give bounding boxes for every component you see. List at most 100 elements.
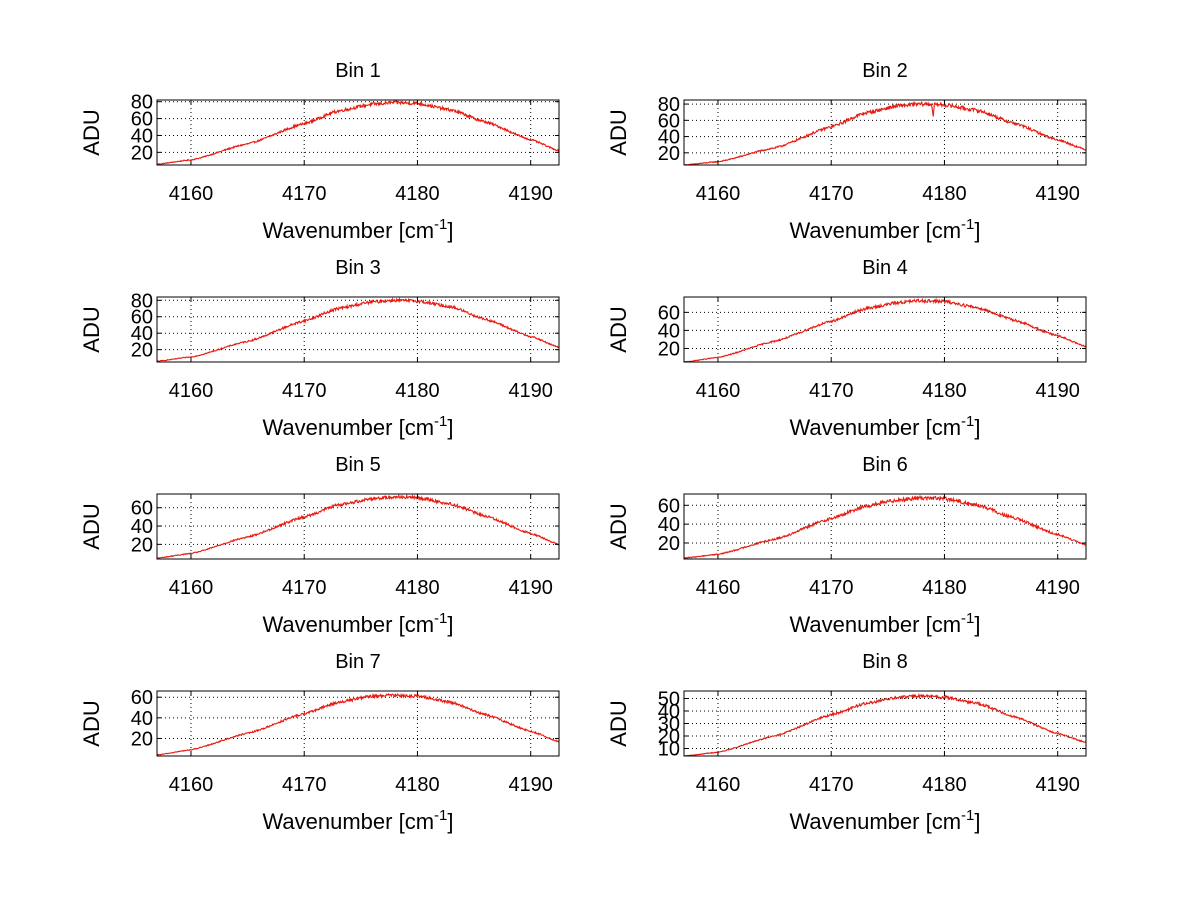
x-tick-label: 4190 [1035, 380, 1080, 402]
x-tick-label: 4170 [282, 774, 327, 796]
x-axis-label: Wavenumber [cm-1] [789, 807, 980, 834]
x-tick-label: 4160 [169, 577, 214, 599]
x-axis-label-superscript: -1 [434, 610, 447, 627]
x-tick-label: 4160 [696, 774, 741, 796]
y-tick-label: 20 [131, 142, 153, 164]
y-tick-label: 60 [131, 498, 153, 520]
axes-box [156, 690, 560, 757]
x-axis-label: Wavenumber [cm-1] [789, 413, 980, 440]
y-tick-label: 80 [658, 94, 680, 116]
y-tick-label: 20 [131, 340, 153, 362]
x-tick-label: 4160 [696, 380, 741, 402]
x-tick-label: 4190 [508, 774, 553, 796]
y-axis-label: ADU [606, 109, 631, 155]
x-axis-label-main: Wavenumber [cm [262, 415, 434, 440]
x-tick-label: 4160 [169, 774, 214, 796]
subplot-title: Bin 2 [862, 60, 908, 82]
y-tick-label: 60 [131, 687, 153, 709]
series-line [683, 494, 1087, 560]
x-tick-label: 4170 [809, 380, 854, 402]
y-tick-label: 40 [658, 514, 680, 536]
y-tick-label: 40 [131, 708, 153, 730]
x-tick-label: 4160 [696, 183, 741, 205]
y-tick-label: 80 [131, 92, 153, 114]
subplot-title: Bin 8 [862, 651, 908, 673]
y-tick-label: 20 [131, 534, 153, 556]
y-tick-label: 60 [658, 110, 680, 132]
x-axis-label: Wavenumber [cm-1] [262, 807, 453, 834]
y-tick-label: 10 [658, 739, 680, 761]
series-line [156, 99, 560, 165]
x-axis-label-end: ] [974, 218, 980, 243]
axes-box [683, 99, 1087, 166]
y-axis-label: ADU [79, 306, 104, 352]
x-axis-label-superscript: -1 [434, 413, 447, 430]
series-line [156, 296, 560, 362]
series-line [683, 297, 1087, 363]
x-tick-label: 4180 [922, 577, 967, 599]
y-tick-label: 40 [658, 127, 680, 149]
x-tick-label: 4170 [809, 577, 854, 599]
x-tick-label: 4160 [169, 183, 214, 205]
x-tick-label: 4190 [508, 577, 553, 599]
x-tick-label: 4180 [922, 774, 967, 796]
x-tick-label: 4180 [395, 577, 440, 599]
x-axis-label-main: Wavenumber [cm [789, 218, 961, 243]
x-axis-label-main: Wavenumber [cm [789, 415, 961, 440]
x-tick-label: 4170 [282, 380, 327, 402]
series-line [683, 100, 1087, 166]
subplot-title: Bin 3 [335, 257, 381, 279]
x-tick-label: 4180 [922, 183, 967, 205]
y-tick-label: 20 [658, 338, 680, 360]
x-axis-label-main: Wavenumber [cm [262, 809, 434, 834]
x-tick-label: 4180 [395, 774, 440, 796]
x-tick-label: 4190 [1035, 183, 1080, 205]
y-tick-label: 20 [658, 533, 680, 555]
axes-box [156, 296, 560, 363]
subplot-title: Bin 6 [862, 454, 908, 476]
y-tick-label: 40 [131, 323, 153, 345]
subplot-title: Bin 7 [335, 651, 381, 673]
y-tick-label: 80 [131, 290, 153, 312]
x-axis-label-superscript: -1 [434, 807, 447, 824]
x-axis-label-superscript: -1 [961, 413, 974, 430]
y-tick-label: 60 [658, 495, 680, 517]
y-tick-label: 40 [131, 516, 153, 538]
x-axis-label-end: ] [974, 612, 980, 637]
x-tick-label: 4170 [809, 183, 854, 205]
x-axis-label: Wavenumber [cm-1] [262, 216, 453, 243]
series-line [156, 493, 560, 559]
y-axis-label: ADU [79, 700, 104, 746]
x-axis-label-main: Wavenumber [cm [262, 612, 434, 637]
y-tick-label: 20 [658, 143, 680, 165]
y-tick-label: 40 [658, 320, 680, 342]
y-axis-label: ADU [606, 503, 631, 549]
x-axis-label-main: Wavenumber [cm [262, 218, 434, 243]
x-tick-label: 4170 [282, 577, 327, 599]
subplot-title: Bin 1 [335, 60, 381, 82]
subplot-title: Bin 4 [862, 257, 908, 279]
subplot-title: Bin 5 [335, 454, 381, 476]
series-line [156, 692, 560, 756]
y-tick-label: 50 [658, 689, 680, 711]
x-axis-label-end: ] [447, 809, 453, 834]
y-axis-label: ADU [79, 503, 104, 549]
x-tick-label: 4190 [508, 183, 553, 205]
x-tick-label: 4160 [696, 577, 741, 599]
x-axis-label-superscript: -1 [434, 216, 447, 233]
x-tick-label: 4190 [1035, 774, 1080, 796]
y-tick-label: 60 [658, 302, 680, 324]
x-tick-label: 4180 [922, 380, 967, 402]
x-axis-label-main: Wavenumber [cm [789, 809, 961, 834]
axes-box [156, 99, 560, 166]
x-axis-label-superscript: -1 [961, 610, 974, 627]
x-tick-label: 4160 [169, 380, 214, 402]
y-tick-label: 30 [658, 714, 680, 736]
